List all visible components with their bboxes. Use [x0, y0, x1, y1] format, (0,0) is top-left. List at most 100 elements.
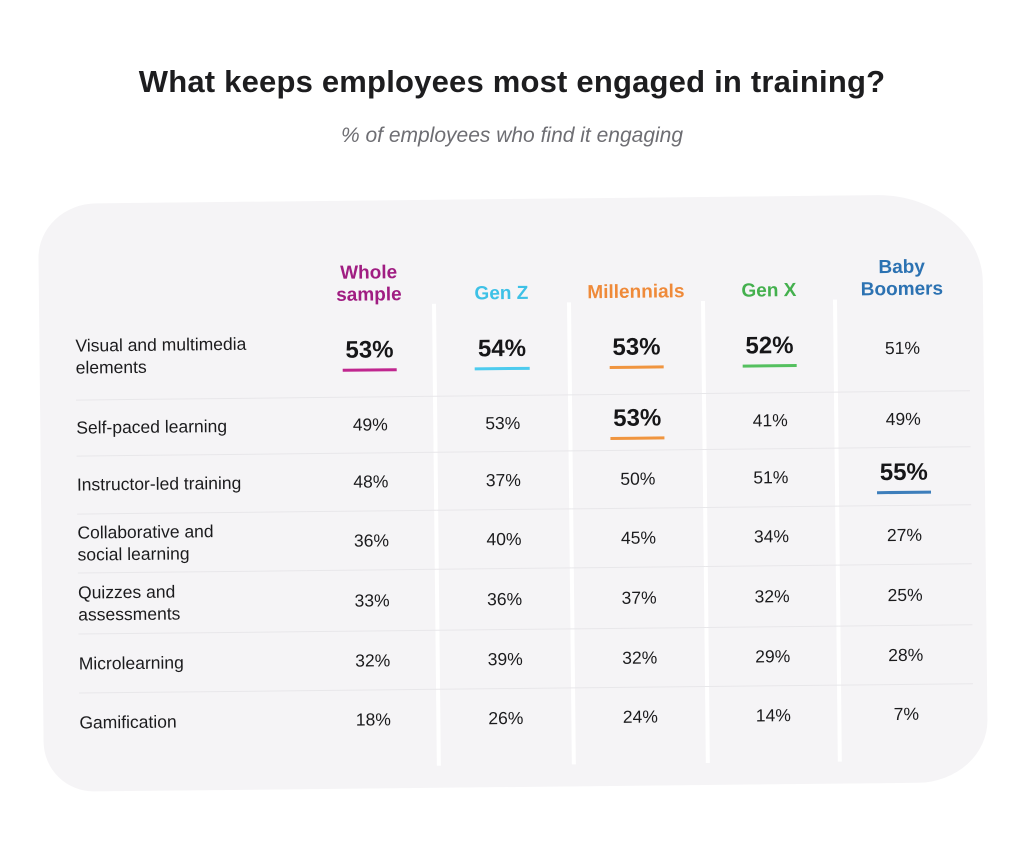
cell-value: 41% [752, 410, 788, 431]
column-header-label: Whole sample [336, 262, 402, 306]
table-cell: 49% [304, 395, 436, 454]
row-label-text: Collaborative and social learning [77, 520, 214, 565]
table-cell: 51% [835, 304, 970, 391]
table-cell: 37% [571, 565, 707, 629]
cell-value: 36% [353, 529, 390, 551]
cell-value: 33% [354, 589, 390, 611]
table-cell: 52% [703, 306, 836, 393]
row-label-microlearning: Microlearning [78, 631, 309, 693]
table-cell: 32% [705, 564, 839, 627]
cell-value: 51% [884, 337, 921, 358]
cell-value: 32% [355, 649, 391, 671]
cell-value: 37% [621, 587, 657, 608]
cell-value: 36% [486, 588, 523, 609]
table-cell: 50% [570, 448, 706, 509]
row-label-visual-multimedia: Visual and multimedia elements [75, 311, 305, 399]
cell-value: 25% [887, 584, 923, 605]
cell-value: 45% [620, 527, 657, 548]
table-cell: 49% [835, 390, 971, 448]
table-cell: 53% [304, 310, 435, 397]
column-header-label: Millennials [587, 281, 685, 304]
chart-subtitle: % of employees who find it engaging [340, 124, 684, 147]
cell-value-highlighted: 53% [342, 335, 397, 372]
cell-value: 49% [885, 408, 921, 430]
table-cell: 36% [306, 509, 437, 571]
table-cell: 54% [434, 308, 570, 395]
table-cell: 55% [836, 446, 972, 506]
table-cell: 14% [707, 684, 840, 746]
table-cell: 48% [305, 451, 437, 512]
table-cell: 37% [435, 450, 572, 510]
cell-value: 27% [886, 524, 923, 545]
cell-value: 14% [755, 705, 791, 726]
cell-value: 49% [352, 414, 388, 435]
table-cell: 53% [569, 392, 705, 451]
cell-value: 53% [485, 412, 521, 434]
chart-title: What keeps employees most engaged in tra… [138, 64, 886, 99]
cell-value-highlighted: 52% [742, 331, 797, 368]
cell-value: 39% [487, 648, 523, 669]
row-label-gamification: Gamification [79, 690, 309, 753]
table-cell: 18% [308, 688, 439, 751]
table-cell: 34% [705, 505, 838, 566]
data-table-card: Whole sample Gen Z Millennials Gen X Bab… [37, 194, 989, 792]
table-cell: 51% [704, 447, 838, 507]
cell-value: 48% [353, 471, 389, 492]
table-cell: 45% [571, 506, 706, 568]
column-header-gen-z: Gen Z [433, 238, 569, 309]
cell-value: 26% [488, 707, 524, 729]
row-label-text: Visual and multimedia elements [75, 333, 247, 378]
table-cell: 26% [438, 687, 574, 749]
cell-value: 34% [753, 525, 790, 546]
row-label-instructor-led: Instructor-led training [76, 453, 307, 514]
cell-value-highlighted: 55% [876, 458, 932, 495]
cell-value-highlighted: 54% [474, 334, 530, 370]
table-cell: 36% [436, 567, 573, 630]
cell-value: 32% [622, 646, 658, 668]
row-label-text: Self-paced learning [76, 416, 228, 438]
table-cell: 24% [573, 685, 708, 748]
table-cell: 29% [706, 625, 840, 686]
cell-value: 29% [755, 645, 791, 666]
column-header-baby-boomers: Baby Boomers [834, 234, 969, 305]
cell-value: 51% [753, 467, 789, 488]
table-cell: 40% [436, 508, 572, 569]
cell-value: 24% [622, 706, 658, 727]
cell-value: 37% [485, 469, 521, 491]
corner-spacer [74, 241, 304, 313]
table-cell: 25% [837, 563, 973, 626]
row-label-text: Quizzes and assessments [77, 581, 181, 625]
cell-value-highlighted: 53% [609, 332, 664, 369]
row-label-text: Gamification [79, 711, 177, 733]
chart-header: What keeps employees most engaged in tra… [0, 64, 1024, 148]
table-cell: 32% [572, 626, 708, 688]
row-label-quizzes: Quizzes and assessments [77, 570, 308, 634]
column-header-whole-sample: Whole sample [303, 240, 434, 311]
table-cell: 33% [306, 568, 438, 632]
cell-value: 28% [888, 644, 924, 665]
cell-value-highlighted: 53% [610, 404, 665, 440]
row-label-text: Microlearning [78, 652, 184, 674]
cell-value: 50% [620, 468, 656, 489]
cell-value: 40% [486, 528, 522, 549]
row-label-text: Instructor-led training [76, 473, 242, 495]
row-label-collaborative: Collaborative and social learning [77, 511, 307, 573]
table-cell: 27% [837, 504, 972, 565]
table-cell: 53% [434, 394, 571, 452]
column-header-gen-x: Gen X [702, 236, 835, 307]
table-cell: 28% [838, 624, 974, 685]
row-label-self-paced: Self-paced learning [75, 397, 306, 456]
column-header-label: Baby Boomers [860, 256, 944, 301]
column-header-label: Gen X [741, 279, 797, 302]
table-cell: 39% [437, 628, 574, 689]
table-cell: 53% [569, 307, 704, 394]
cell-value: 32% [754, 585, 790, 606]
data-table: Whole sample Gen Z Millennials Gen X Bab… [74, 234, 974, 753]
column-header-millennials: Millennials [568, 237, 703, 308]
column-header-label: Gen Z [474, 282, 529, 305]
table-cell: 32% [307, 629, 439, 691]
table-cell: 7% [839, 683, 974, 745]
cell-value: 7% [893, 703, 920, 725]
table-cell: 41% [703, 391, 837, 449]
cell-value: 18% [355, 709, 391, 730]
